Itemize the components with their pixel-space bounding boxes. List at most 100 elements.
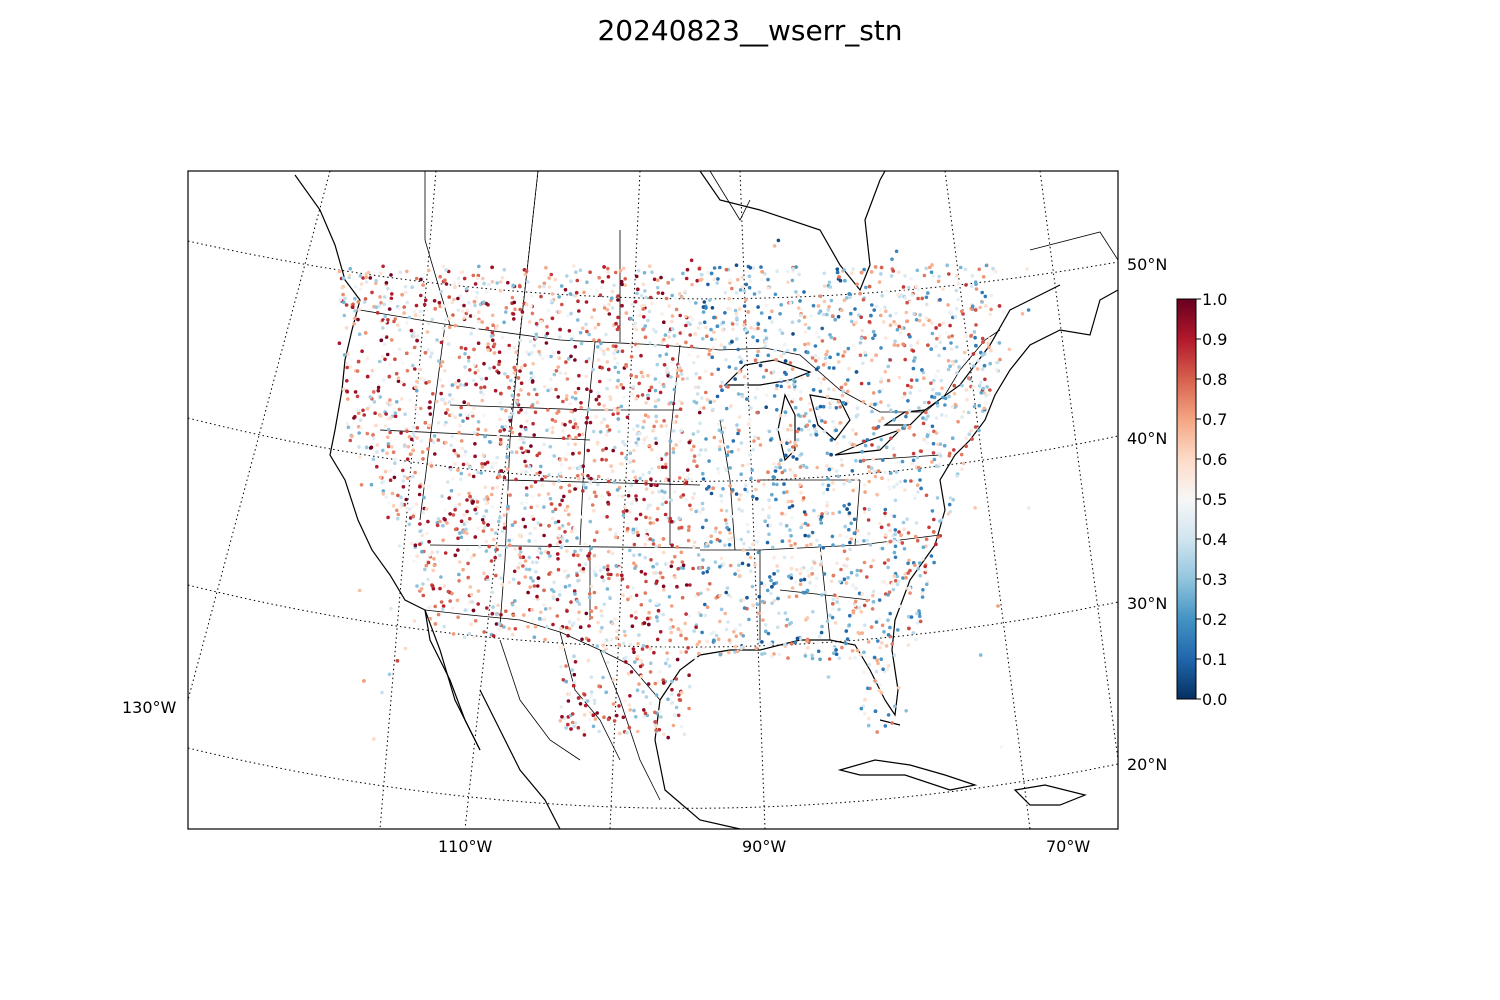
station-dot	[825, 451, 830, 456]
station-dot	[579, 548, 583, 552]
station-dot	[954, 288, 959, 293]
station-dot	[1002, 310, 1006, 314]
station-dot	[382, 333, 386, 338]
station-dot	[925, 441, 929, 445]
station-dot	[463, 608, 468, 612]
station-dot	[444, 268, 449, 272]
station-dot	[526, 392, 531, 396]
station-dot	[448, 599, 453, 603]
station-dot	[552, 351, 556, 355]
station-dot	[468, 516, 472, 521]
station-dot	[793, 542, 797, 546]
station-dot	[589, 609, 594, 613]
station-dot	[381, 479, 386, 484]
station-dot	[927, 525, 931, 530]
station-dot	[678, 399, 682, 403]
station-dot	[345, 365, 350, 370]
station-dot	[699, 448, 703, 452]
station-dot	[482, 413, 486, 418]
station-dot	[519, 388, 523, 392]
station-dot	[762, 583, 767, 587]
station-dot	[759, 265, 763, 269]
station-dot	[430, 317, 435, 322]
station-dot	[878, 683, 882, 687]
station-dot	[518, 338, 523, 343]
station-dot	[568, 466, 572, 471]
lon-label-130w: 130°W	[122, 698, 177, 717]
station-dot	[550, 516, 555, 521]
station-dot	[585, 329, 589, 334]
station-dot	[649, 385, 654, 390]
station-dot	[890, 582, 895, 586]
station-dot	[769, 654, 774, 659]
station-dot	[813, 353, 817, 358]
station-dot	[628, 451, 633, 456]
station-dot	[799, 308, 804, 312]
baja-peninsula	[424, 609, 481, 751]
station-dot	[825, 500, 830, 505]
station-dot	[749, 569, 753, 573]
station-dot	[826, 308, 831, 312]
station-dot	[939, 413, 944, 417]
station-dot	[614, 321, 618, 326]
station-dot	[904, 414, 908, 419]
station-dot	[610, 469, 615, 474]
lat-label-50n: 50°N	[1127, 255, 1167, 274]
station-dot	[534, 321, 539, 326]
station-dot	[502, 320, 506, 325]
station-dot	[692, 629, 696, 633]
station-dot	[644, 435, 649, 440]
station-dot	[756, 550, 761, 555]
station-dot	[521, 564, 525, 568]
station-dot	[917, 318, 922, 323]
station-dot	[712, 638, 716, 643]
station-dot	[644, 579, 648, 584]
station-dot	[418, 529, 422, 534]
chart-title: 20240823__wserr_stn	[597, 14, 903, 47]
lon-label-70w: 70°W	[1046, 837, 1090, 856]
station-dot	[818, 562, 823, 567]
station-dot	[613, 445, 617, 450]
station-dot	[502, 475, 507, 480]
station-dot	[513, 547, 517, 551]
station-dot	[558, 540, 562, 544]
station-dot	[893, 339, 897, 344]
station-dot	[701, 471, 705, 476]
station-dot	[676, 567, 680, 571]
station-dot	[841, 400, 846, 405]
station-dot	[786, 393, 791, 398]
station-dot	[498, 400, 503, 405]
station-dot	[457, 280, 461, 285]
station-dot	[653, 388, 658, 393]
station-dot	[764, 303, 768, 308]
station-dot	[395, 400, 399, 404]
station-dot	[763, 328, 768, 333]
station-dot	[646, 396, 650, 401]
station-dot	[457, 572, 461, 577]
station-dot	[453, 415, 458, 420]
station-dot	[744, 282, 749, 287]
station-dot	[612, 351, 616, 356]
station-dot	[361, 276, 365, 280]
station-dot	[619, 382, 623, 387]
station-dot	[776, 238, 781, 243]
station-dot	[844, 535, 848, 539]
station-dot	[681, 566, 686, 570]
station-dot	[893, 544, 898, 549]
station-dot	[652, 650, 656, 655]
station-dot	[842, 504, 846, 508]
station-dot	[481, 529, 486, 533]
station-dot	[516, 393, 521, 397]
station-dot	[980, 290, 984, 295]
station-dot	[481, 300, 486, 305]
station-dot	[666, 281, 670, 285]
station-dot	[821, 546, 826, 550]
station-dot	[599, 347, 603, 351]
station-dot	[437, 300, 442, 305]
station-dot	[613, 356, 617, 361]
station-dot	[720, 430, 724, 435]
station-dot	[459, 270, 464, 275]
station-dot	[688, 299, 692, 304]
station-dot	[877, 688, 882, 693]
station-dot	[793, 440, 797, 445]
